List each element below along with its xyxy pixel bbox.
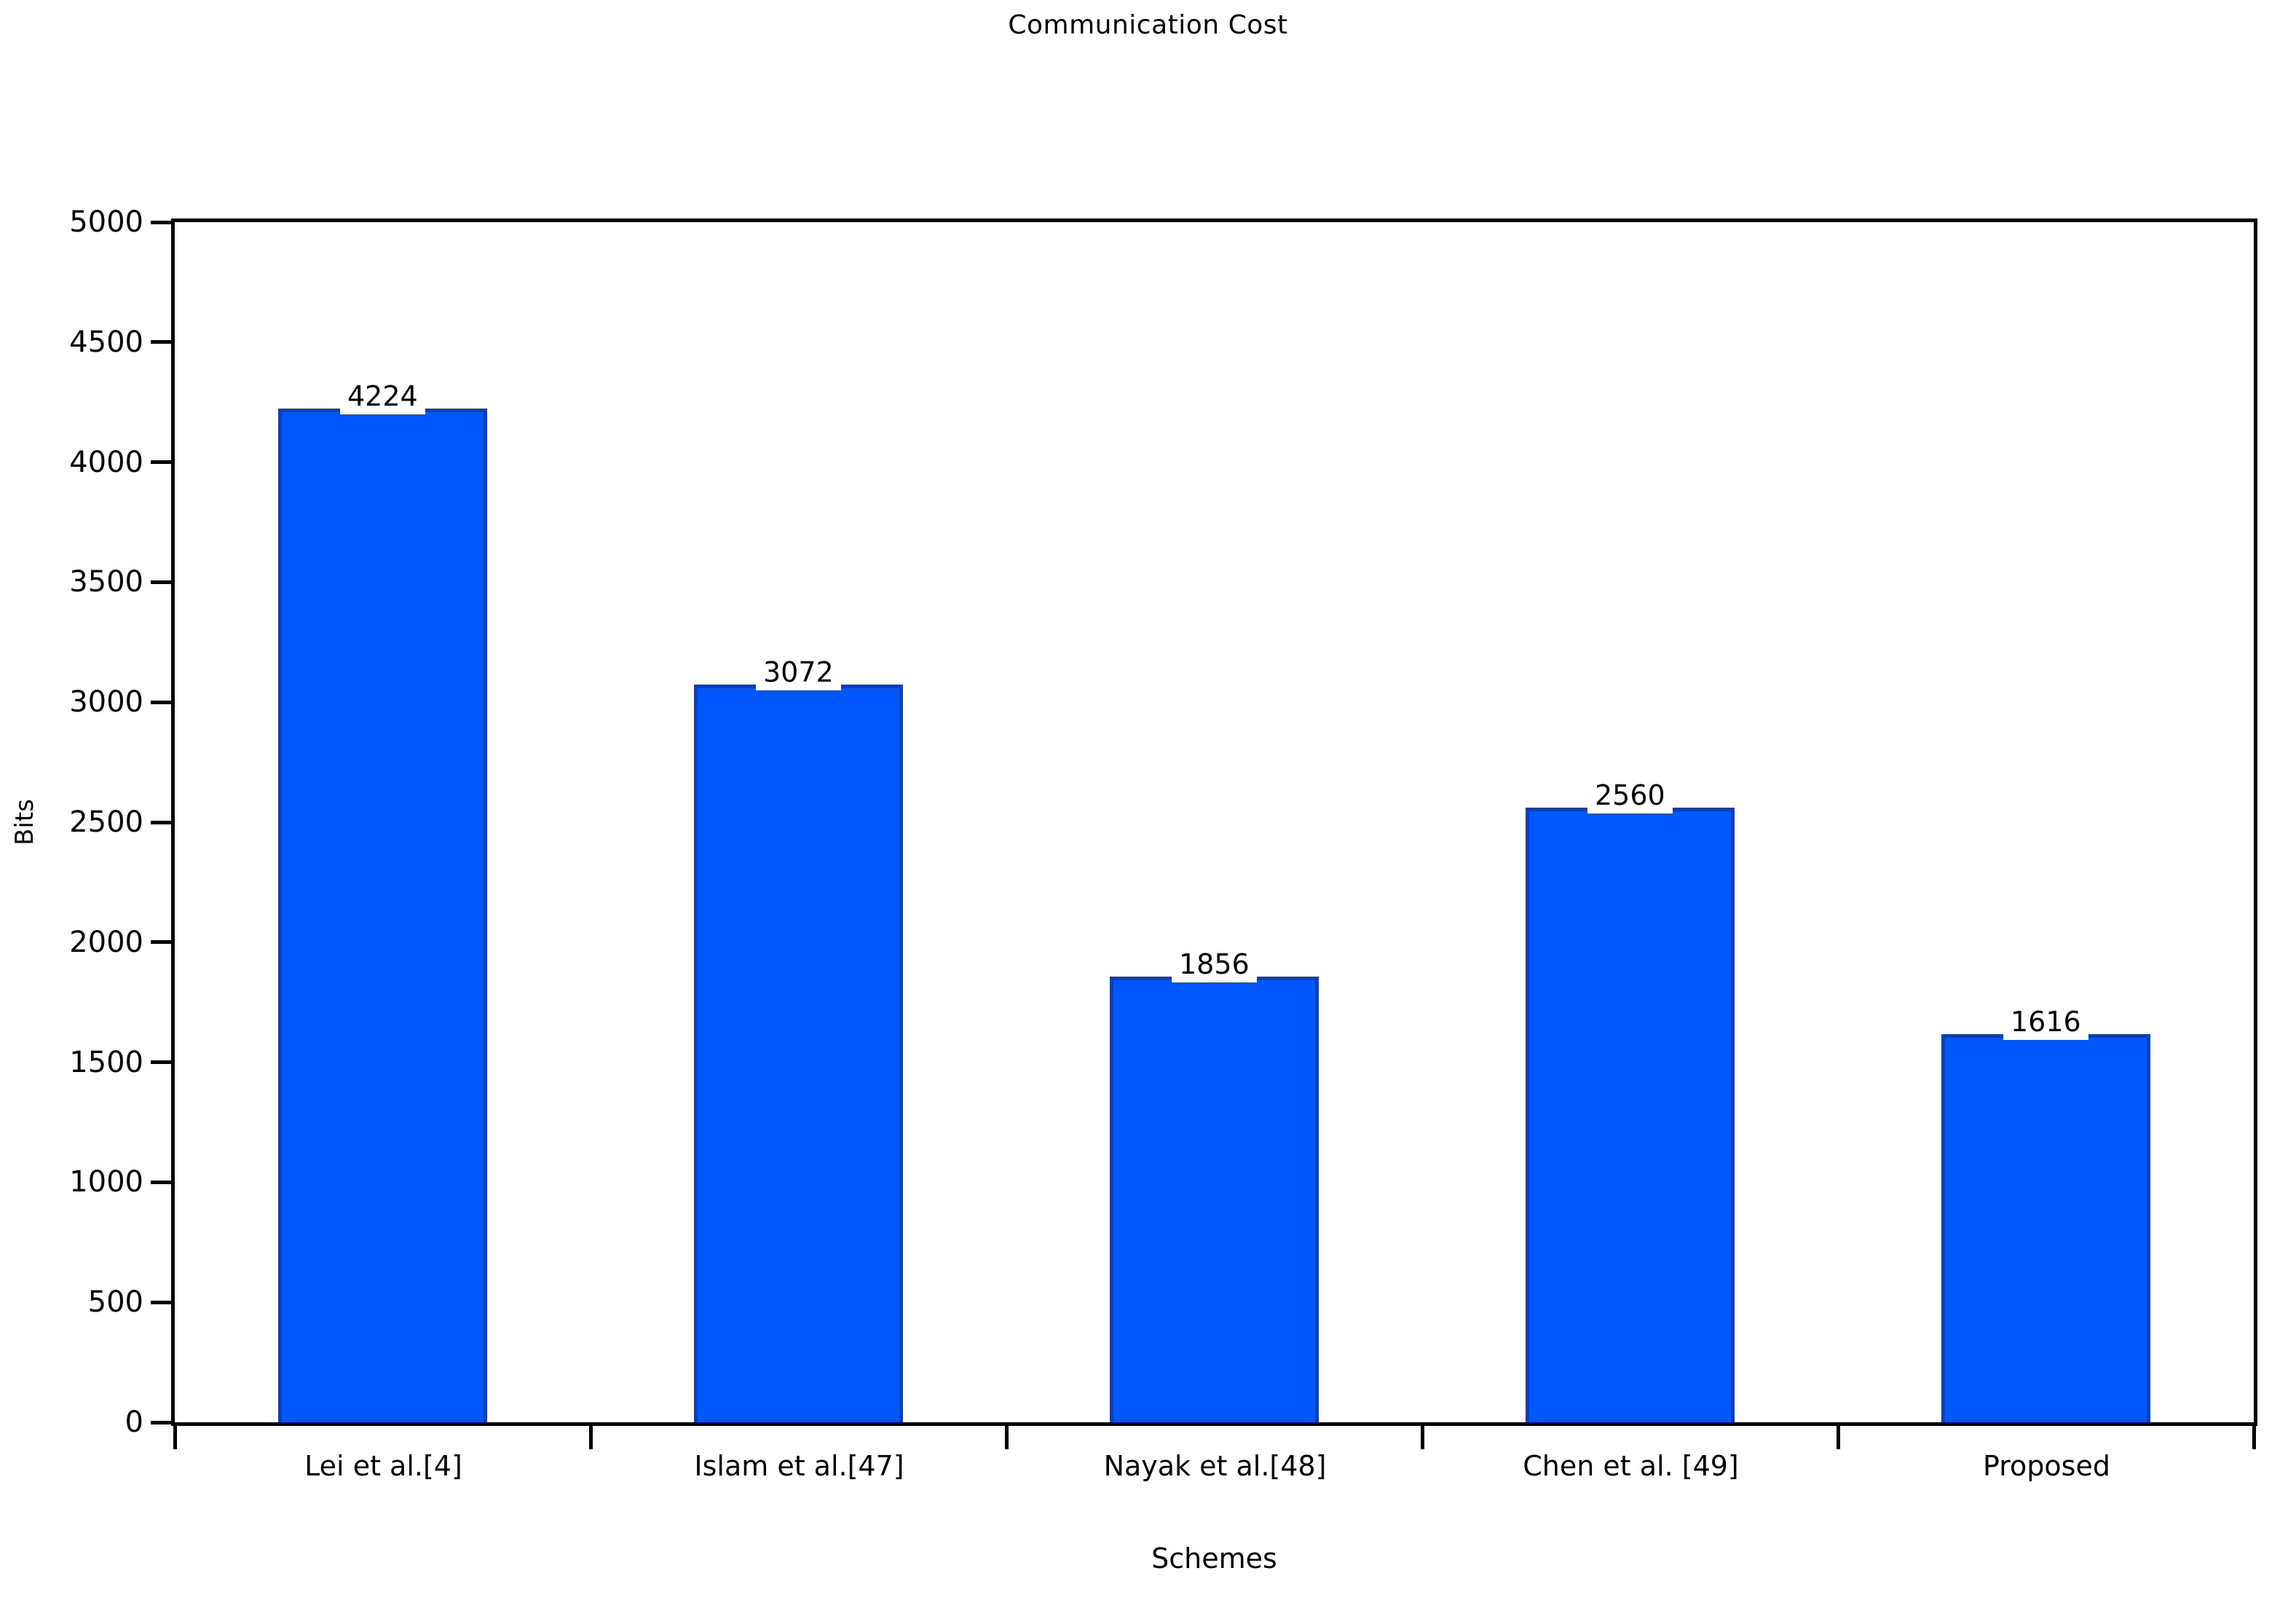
y-tick-mark — [151, 700, 171, 704]
y-tick-label: 5000 — [69, 205, 143, 239]
y-tick-mark — [151, 580, 171, 584]
x-tick-mark — [1420, 1426, 1424, 1449]
bar-value-label-2: 3072 — [756, 654, 841, 690]
bar-2 — [694, 685, 903, 1422]
x-category-label-4: Chen et al. [49] — [1523, 1450, 1739, 1482]
y-tick-label: 3000 — [69, 685, 143, 720]
y-tick-label: 3500 — [69, 565, 143, 599]
bar-1 — [278, 409, 487, 1422]
bar-5 — [1941, 1034, 2150, 1422]
y-tick-mark — [151, 1420, 171, 1424]
bar-value-label-3: 1856 — [1172, 946, 1257, 982]
y-tick-mark — [151, 220, 171, 224]
x-axis-title: Schemes — [1151, 1542, 1277, 1574]
y-tick-mark — [151, 460, 171, 465]
y-tick-mark — [151, 940, 171, 945]
bar-value-label-4: 2560 — [1587, 777, 1673, 813]
y-tick-mark — [151, 1060, 171, 1065]
x-tick-mark — [1004, 1426, 1009, 1449]
chart-title: Communication Cost — [1008, 10, 1288, 40]
y-tick-mark — [151, 1180, 171, 1184]
x-tick-mark — [588, 1426, 593, 1449]
x-tick-mark — [2252, 1426, 2256, 1449]
y-tick-label: 2500 — [69, 805, 143, 839]
y-tick-label: 500 — [87, 1285, 143, 1320]
y-tick-label: 2000 — [69, 925, 143, 959]
x-tick-mark — [173, 1426, 177, 1449]
x-category-label-5: Proposed — [1983, 1450, 2110, 1482]
y-tick-label: 4000 — [69, 445, 143, 479]
x-category-label-3: Nayak et al.[48] — [1103, 1450, 1327, 1482]
y-tick-label: 1500 — [69, 1045, 143, 1079]
x-category-label-1: Lei et al.[4] — [304, 1450, 462, 1482]
bar-value-label-5: 1616 — [2003, 1004, 2088, 1040]
y-tick-label: 1000 — [69, 1165, 143, 1199]
y-tick-mark — [151, 340, 171, 344]
x-tick-mark — [1836, 1426, 1840, 1449]
y-tick-label: 4500 — [69, 325, 143, 359]
y-tick-mark — [151, 820, 171, 824]
bar-4 — [1526, 808, 1735, 1422]
x-category-label-2: Islam et al.[47] — [694, 1450, 904, 1482]
bar-3 — [1110, 977, 1319, 1422]
y-tick-label: 0 — [125, 1406, 143, 1439]
bar-value-label-1: 4224 — [340, 378, 425, 414]
y-tick-mark — [151, 1300, 171, 1304]
